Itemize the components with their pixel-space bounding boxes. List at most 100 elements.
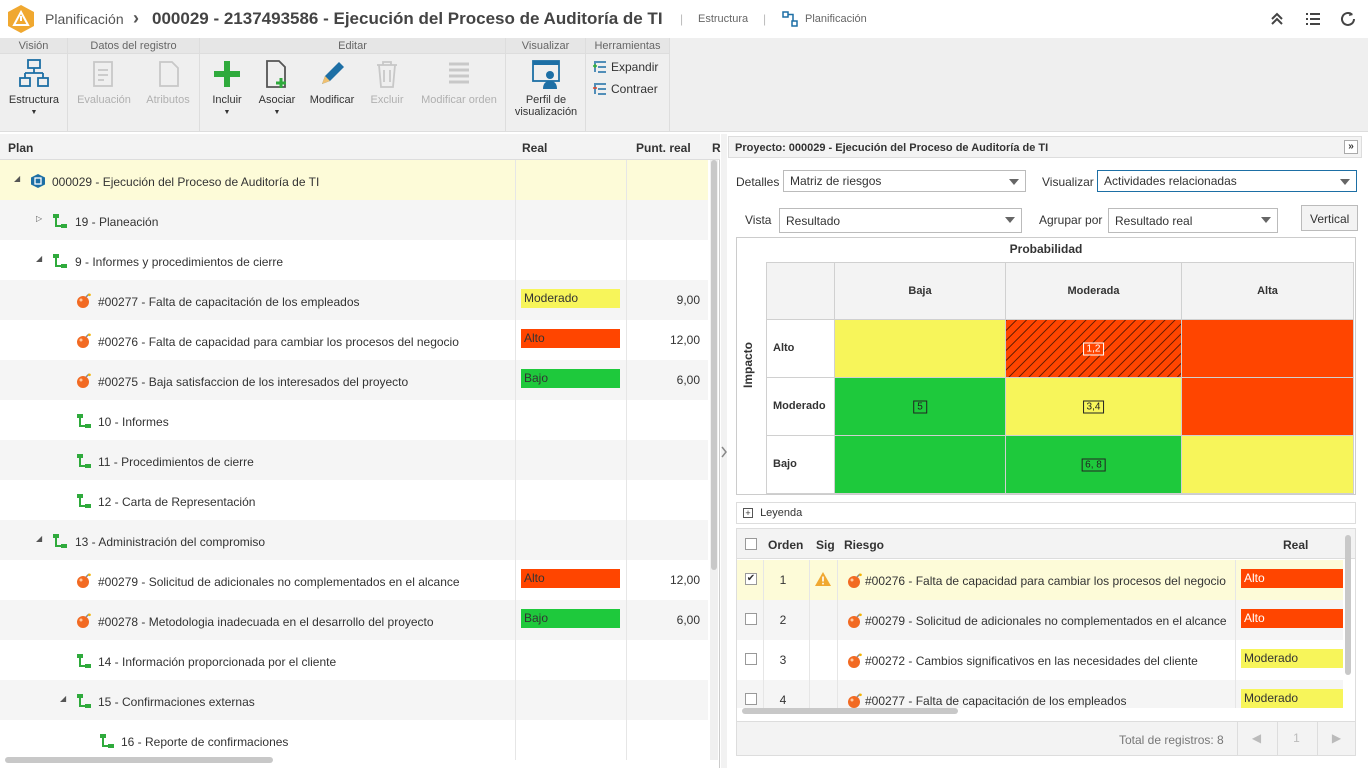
horizontal-scrollbar[interactable] — [0, 756, 708, 764]
delete-button[interactable]: Excluir — [364, 58, 410, 106]
attributes-button[interactable]: Atributos — [140, 58, 196, 106]
trash-icon — [371, 58, 403, 90]
tree-row[interactable]: #00278 - Metodologia inadecuada en el de… — [0, 600, 708, 640]
expand-toggle-icon[interactable]: ▷ — [36, 214, 42, 223]
risk-count-tag[interactable]: 5 — [913, 400, 927, 413]
top-header: Planificación › 000029 - 2137493586 - Ej… — [0, 0, 1368, 38]
expand-icon — [592, 60, 608, 74]
view-select[interactable]: Resultado — [779, 208, 1022, 233]
collapse-up-icon[interactable] — [1268, 10, 1286, 28]
tree-row[interactable]: ▷ 19 - Planeación — [0, 200, 708, 240]
probability-column-header: Moderada — [1006, 262, 1182, 320]
legend-label: Leyenda — [760, 507, 802, 519]
expand-toggle-icon[interactable]: ◢ — [36, 254, 42, 263]
group-by-select[interactable]: Resultado real — [1108, 208, 1278, 233]
matrix-cell[interactable] — [835, 436, 1006, 494]
horizontal-scrollbar[interactable] — [742, 708, 958, 714]
matrix-cell[interactable]: 5 — [835, 378, 1006, 436]
scroll-thumb[interactable] — [5, 757, 273, 763]
refresh-icon[interactable] — [1339, 10, 1357, 28]
tree-row[interactable]: 16 - Reporte de confirmaciones — [0, 720, 708, 760]
include-button[interactable]: Incluir ▼ — [204, 58, 250, 119]
header-r[interactable]: R — [712, 141, 721, 155]
structure-button[interactable]: Estructura ▼ — [4, 58, 64, 119]
splitter-arrow-icon[interactable] — [721, 444, 727, 460]
risk-row[interactable]: 3 #00272 - Cambios significativos en las … — [737, 640, 1343, 680]
risk-row[interactable]: 2 #00279 - Solicitud de adicionales no co… — [737, 600, 1343, 640]
tree-row[interactable]: 14 - Información proporcionada por el cl… — [0, 640, 708, 680]
risk-count-tag[interactable]: 3,4 — [1083, 400, 1105, 413]
divider: | — [763, 12, 766, 26]
risk-row[interactable]: ✔ 1 #00276 - Falta de capacidad para cambi… — [737, 560, 1343, 600]
app-name[interactable]: Planificación — [45, 11, 124, 27]
view-value: Resultado — [786, 214, 840, 228]
header-order[interactable]: Orden — [768, 538, 803, 552]
row-checkbox[interactable] — [745, 653, 757, 665]
tree-row[interactable]: ◢ 15 - Confirmaciones externas — [0, 680, 708, 720]
tree-row[interactable]: 11 - Procedimientos de cierre — [0, 440, 708, 480]
tree-row[interactable]: ◢ 9 - Informes y procedimientos de cierre — [0, 240, 708, 280]
matrix-cell[interactable] — [1182, 378, 1354, 436]
details-select[interactable]: Matriz de riesgos — [783, 170, 1026, 192]
expand-plus-icon[interactable]: + — [743, 508, 753, 518]
scroll-thumb[interactable] — [711, 160, 717, 570]
associate-button[interactable]: Asociar ▼ — [254, 58, 300, 119]
column-separator — [626, 680, 627, 720]
header-plan[interactable]: Plan — [8, 141, 33, 155]
structure-link[interactable]: Estructura — [698, 13, 748, 25]
modify-order-button[interactable]: Modificar orden — [416, 58, 502, 106]
column-separator — [763, 600, 764, 640]
view-profile-button[interactable]: Perfil de visualización — [510, 58, 582, 118]
attributes-label: Atributos — [146, 94, 189, 106]
matrix-cell[interactable] — [1182, 320, 1354, 378]
next-page-icon[interactable]: ▶ — [1317, 722, 1355, 755]
modify-button[interactable]: Modificar — [306, 58, 358, 106]
planning-link[interactable]: Planificación — [805, 13, 867, 25]
collapse-button[interactable]: Contraer — [592, 82, 658, 96]
expand-toggle-icon[interactable]: ◢ — [14, 174, 20, 183]
panel-splitter[interactable] — [721, 134, 727, 768]
header-risk[interactable]: Riesgo — [844, 538, 884, 552]
matrix-cell[interactable]: 6, 8 — [1006, 436, 1182, 494]
collapse-panel-icon[interactable]: » — [1344, 140, 1358, 154]
matrix-cell[interactable] — [835, 320, 1006, 378]
vertical-scrollbar[interactable] — [710, 160, 718, 760]
score-value: 6,00 — [630, 613, 700, 627]
matrix-cell[interactable] — [1182, 436, 1354, 494]
tree-row[interactable]: 10 - Informes — [0, 400, 708, 440]
row-checkbox[interactable] — [745, 613, 757, 625]
expand-toggle-icon[interactable]: ◢ — [60, 694, 66, 703]
risk-count-tag[interactable]: 6, 8 — [1081, 458, 1106, 471]
tree-row[interactable]: #00276 - Falta de capacidad para cambiar… — [0, 320, 708, 360]
matrix-cell[interactable]: 1,2 — [1006, 320, 1182, 378]
header-punt-real[interactable]: Punt. real — [636, 141, 691, 155]
column-separator — [626, 200, 627, 240]
risk-row[interactable]: 4 #00277 - Falta de capacitación de los e… — [737, 680, 1343, 708]
vertical-scrollbar[interactable] — [1345, 535, 1351, 675]
risk-count-tag[interactable]: 1,2 — [1083, 342, 1105, 355]
tree-row[interactable]: ◢ 13 - Administración del compromiso — [0, 520, 708, 560]
prev-page-icon[interactable]: ◀ — [1237, 722, 1275, 755]
tree-row[interactable]: 12 - Carta de Representación — [0, 480, 708, 520]
legend-toggle[interactable]: + Leyenda — [736, 502, 1356, 524]
planning-link-icon[interactable] — [781, 10, 799, 28]
expand-button[interactable]: Expandir — [592, 60, 658, 74]
evaluation-button[interactable]: Evaluación — [74, 58, 134, 106]
tree-row[interactable]: #00277 - Falta de capacitación de los em… — [0, 280, 708, 320]
visualize-select[interactable]: Actividades relacionadas — [1097, 170, 1357, 192]
matrix-cell[interactable]: 3,4 — [1006, 378, 1182, 436]
header-real[interactable]: Real — [522, 141, 547, 155]
page-number[interactable]: 1 — [1277, 722, 1315, 755]
header-sig[interactable]: Sig — [816, 538, 835, 552]
row-checkbox[interactable]: ✔ — [745, 573, 757, 585]
tree-row[interactable]: ◢ 000029 - Ejecución del Proceso de Audit… — [0, 160, 708, 200]
list-menu-icon[interactable] — [1304, 10, 1322, 28]
tree-row[interactable]: #00279 - Solicitud de adicionales no com… — [0, 560, 708, 600]
tree-row[interactable]: #00275 - Baja satisfaccion de los intere… — [0, 360, 708, 400]
header-real[interactable]: Real — [1283, 538, 1308, 552]
expand-toggle-icon[interactable]: ◢ — [36, 534, 42, 543]
vertical-button[interactable]: Vertical — [1301, 205, 1358, 231]
column-separator — [626, 480, 627, 520]
select-all-checkbox[interactable] — [745, 538, 757, 550]
row-checkbox[interactable] — [745, 693, 757, 705]
